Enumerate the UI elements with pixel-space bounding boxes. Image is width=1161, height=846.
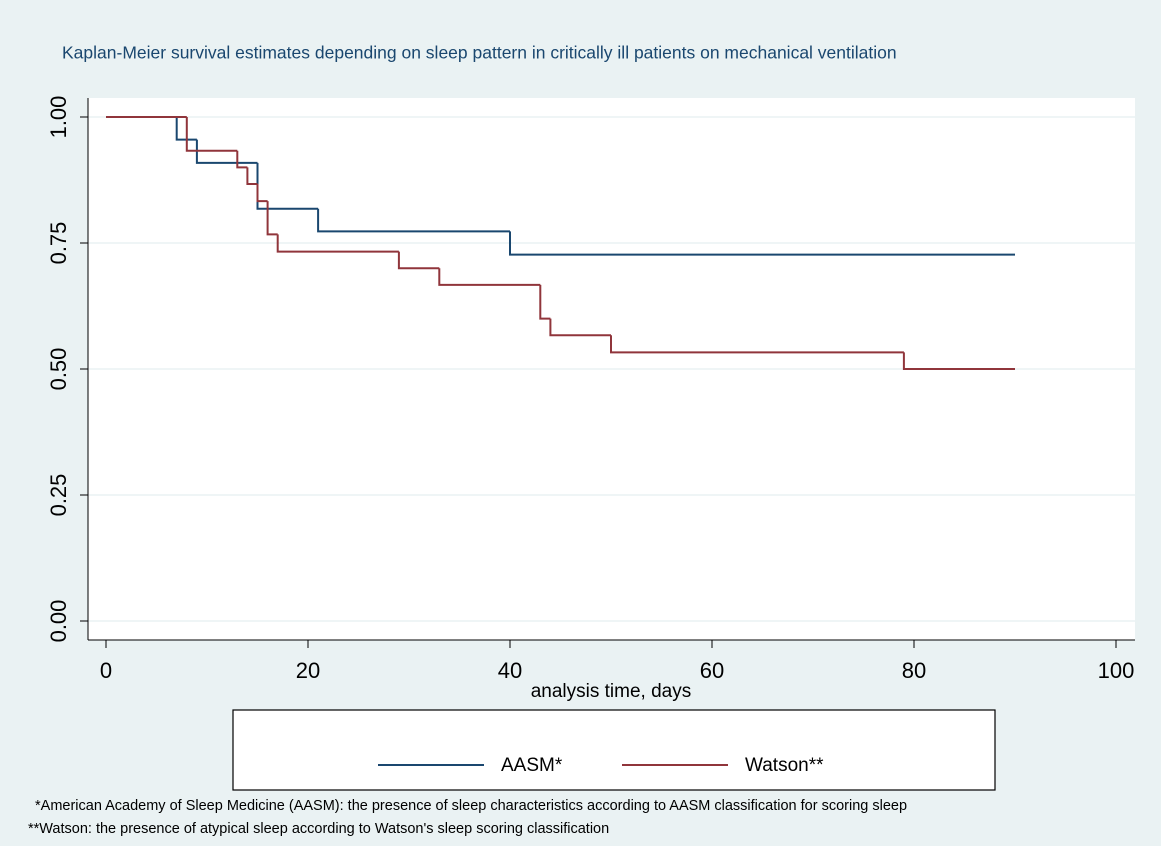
x-tick-label: 20 [296,658,320,683]
step-segment [539,284,551,320]
y-tick-label: 0.50 [46,348,71,391]
step-segment [902,352,1015,370]
chart-title: Kaplan-Meier survival estimates dependin… [62,43,897,63]
y-tick-label: 0.25 [46,474,71,517]
step-segment [185,117,238,152]
step-segment [549,318,611,337]
legend-box [232,709,996,791]
step-segment [509,231,1015,256]
y-tick-label: 1.00 [46,96,71,139]
x-tick-label: 80 [902,658,926,683]
x-tick-label: 60 [700,658,724,683]
step-segment [236,150,248,169]
step-segment [256,184,268,203]
x-tick-label: 40 [498,658,522,683]
x-axis-label: analysis time, days [531,681,692,702]
step-segment [276,234,399,253]
step-segment [175,117,197,141]
step-segment [317,208,510,233]
x-tick-label: 0 [100,658,112,683]
step-segment [438,268,541,286]
step-segment [397,251,440,270]
x-tick-label: 100 [1098,658,1135,683]
step-segment [246,167,258,186]
step-segment [610,335,904,354]
footnote: *American Academy of Sleep Medicine (AAS… [35,798,907,814]
y-tick-label: 0.00 [46,600,71,643]
legend-label: AASM* [501,755,563,776]
footnote: **Watson: the presence of atypical sleep… [28,821,609,837]
y-tick-label: 0.75 [46,222,71,265]
step-segment [256,162,319,210]
legend-label: Watson** [745,755,824,776]
step-segment [266,201,278,236]
